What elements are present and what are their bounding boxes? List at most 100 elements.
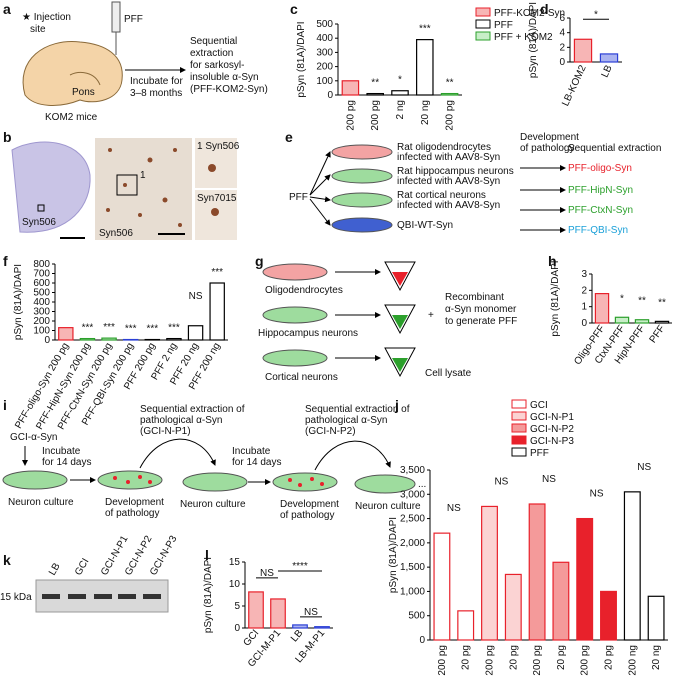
y-tick-label: 3,500 (400, 465, 425, 476)
panel-letter: a (3, 1, 11, 17)
bar (416, 39, 434, 96)
y-axis-label: pSyn (81A)/DAPI (528, 2, 539, 78)
y-tick-label: 10 (229, 579, 241, 590)
lane-label: LB (47, 561, 63, 577)
panel-letter: k (3, 552, 11, 568)
x-tick-label: 20 pg (604, 645, 615, 670)
annotation: NS (494, 476, 508, 487)
panel-b: Syn506 1 Syn506 1 Syn506 Syn7015 (11, 138, 240, 240)
dish (331, 217, 393, 233)
label: Syn7015 (197, 193, 237, 204)
y-tick-label: 0 (234, 623, 240, 634)
bar (600, 590, 617, 641)
label: Sequential extraction of pathological α-S… (140, 404, 245, 437)
tube (384, 347, 416, 378)
x-tick-label: 2 ng (395, 100, 406, 119)
annotation: ** (371, 78, 379, 89)
x-tick-label: 200 pg (445, 100, 456, 131)
tube-fill (392, 358, 408, 372)
y-tick-label: 800 (33, 259, 50, 270)
zoom-box (116, 174, 138, 196)
legend-swatch (475, 7, 491, 17)
x-tick-label: LB (600, 63, 615, 79)
y-tick-label: 600 (33, 278, 50, 289)
x-tick-label: PFF (648, 323, 668, 345)
legend-swatch (511, 411, 527, 421)
x-tick-label: 20 pg (508, 645, 519, 670)
y-axis-label: pSyn (81A)/DAPI (203, 557, 214, 633)
annotation: * (594, 9, 598, 20)
arrow (309, 198, 331, 226)
label: KOM2 mice (45, 112, 98, 123)
bar (79, 337, 96, 341)
bar (481, 505, 498, 641)
label: PFF-HipN-Syn (568, 185, 633, 196)
x-tick-label: 200 pg (580, 645, 591, 676)
annotation: *** (103, 322, 115, 333)
panel-g: Oligodendrocytes Hippocampus neurons Cor… (258, 261, 517, 383)
bar (647, 595, 665, 641)
label: + (428, 310, 434, 321)
label: Recombinant α-Syn monomer to generate PFF (445, 292, 517, 327)
bar (552, 561, 570, 641)
micrograph (95, 138, 192, 240)
dish (262, 349, 328, 367)
y-tick-label: 6 (559, 13, 565, 24)
y-tick-label: 200 (33, 316, 50, 327)
x-tick-label: 20 pg (556, 645, 567, 670)
y-tick-label: 2 (581, 285, 587, 296)
panel-k: LB GCI GCI-N-P1 GCI-N-P2 GCI-N-P3 15 kDa (0, 534, 180, 613)
annotation: NS (590, 489, 604, 500)
y-tick-label: 500 (408, 611, 425, 622)
bar (209, 282, 225, 341)
label: Syn506 (22, 217, 56, 228)
x-tick-label: GCI (241, 628, 261, 649)
bar (457, 610, 475, 641)
label: Development of pathology (105, 497, 164, 519)
annotation: *** (168, 323, 180, 334)
bar (314, 626, 330, 629)
y-tick-label: 100 (316, 76, 333, 87)
y-tick-label: 100 (33, 326, 50, 337)
dish (262, 306, 328, 324)
label: Development of pathology (520, 132, 579, 154)
dish (262, 263, 328, 281)
y-axis-label: pSyn (81A)/DAPI (550, 260, 561, 336)
y-axis-label: pSyn (81A)/DAPI (296, 21, 307, 97)
bar (573, 38, 593, 63)
legend-swatch (475, 19, 491, 29)
legend-label: GCI-N-P2 (530, 424, 574, 435)
arrow (314, 440, 391, 471)
bar (166, 337, 182, 341)
legend-swatch (511, 435, 527, 445)
panel-letter: f (3, 253, 8, 269)
y-tick-label: 400 (316, 33, 333, 44)
panel-letter: h (548, 253, 557, 269)
y-tick-label: 700 (33, 269, 50, 280)
y-tick-label: 2 (559, 42, 565, 53)
aggregates (113, 475, 152, 484)
x-tick-label: 20 ng (420, 100, 431, 125)
legend-swatch (511, 423, 527, 433)
label: Syn506 (99, 228, 133, 239)
region-box (37, 204, 45, 212)
label: Hippocampus neurons (258, 328, 358, 339)
bar (599, 53, 619, 63)
legend-label: PFF + KOM2 (494, 32, 553, 43)
annotation: * (620, 293, 624, 304)
band (68, 594, 86, 599)
annotation: *** (125, 324, 137, 335)
annotation: NS (542, 474, 556, 485)
marker-label: 15 kDa (0, 592, 32, 603)
panel-letter: c (290, 1, 298, 17)
band (143, 594, 161, 599)
inclusion (208, 164, 216, 172)
x-tick-label: 200 pg (485, 645, 496, 676)
bar (101, 337, 117, 341)
label: PFF-QBI-Syn (568, 225, 628, 236)
panel-i: GCI-α-Syn Neuron culture Incubate for 14 … (2, 404, 426, 521)
legend-label: PFF (494, 20, 513, 31)
label: Rat cortical neurons infected with AAV8-S… (397, 190, 500, 211)
panel-letter: i (3, 397, 7, 413)
